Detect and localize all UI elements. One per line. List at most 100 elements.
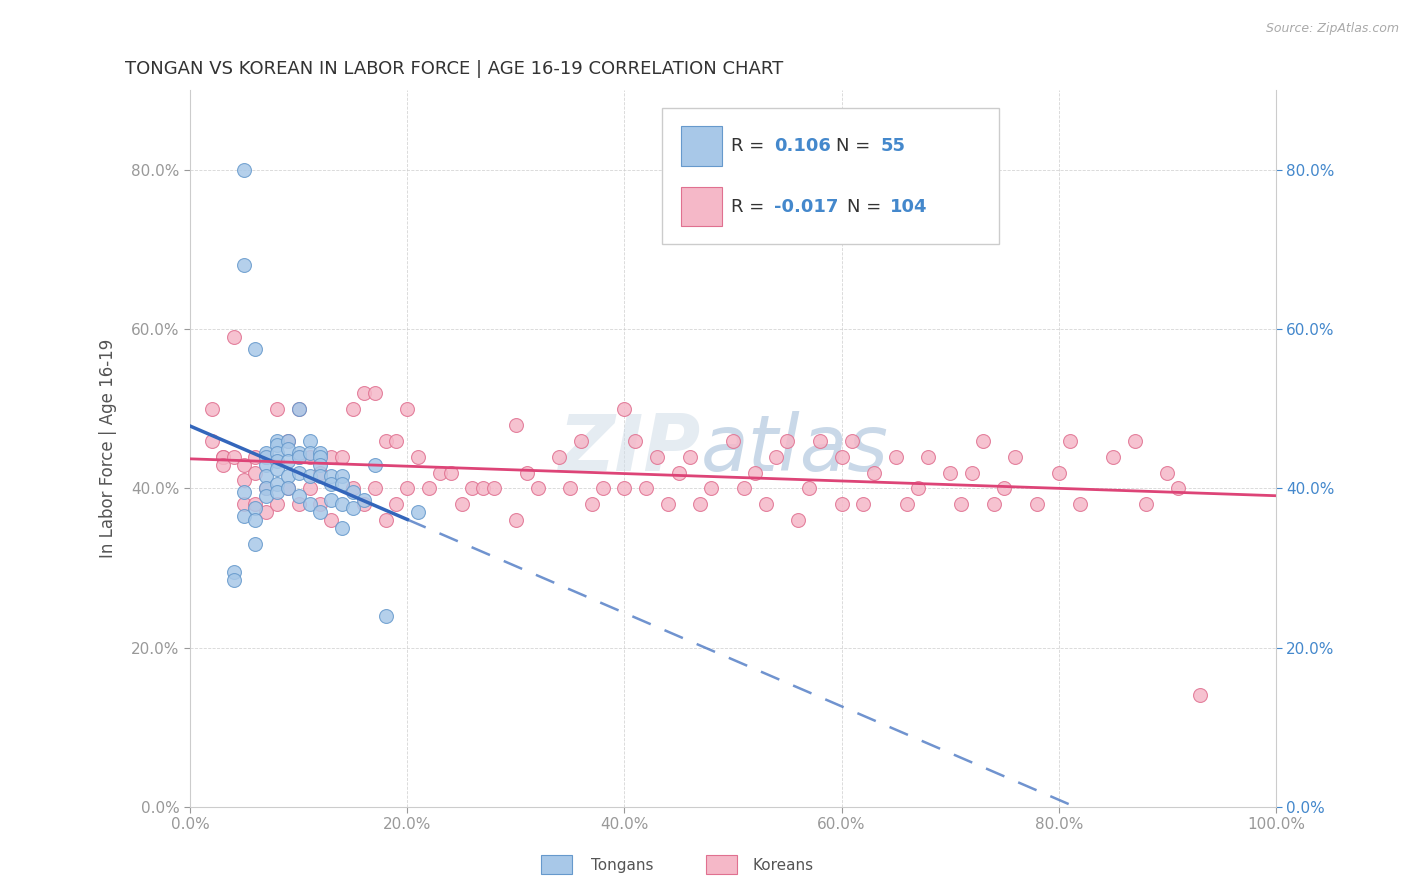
- Point: [1188, 689, 1211, 703]
- Point: [330, 469, 353, 483]
- Point: [841, 434, 863, 448]
- Point: [330, 450, 353, 464]
- Point: [254, 458, 277, 472]
- Point: [321, 450, 343, 464]
- Point: [721, 434, 744, 448]
- Point: [254, 450, 277, 464]
- Point: [309, 445, 332, 459]
- Point: [266, 477, 288, 491]
- Point: [309, 458, 332, 472]
- Point: [440, 466, 463, 480]
- Point: [592, 482, 614, 496]
- Point: [222, 330, 245, 344]
- Point: [245, 342, 267, 356]
- Point: [1069, 497, 1091, 511]
- Point: [287, 445, 309, 459]
- Point: [321, 513, 343, 527]
- Point: [254, 505, 277, 519]
- Point: [309, 469, 332, 483]
- Point: [254, 490, 277, 504]
- Text: TONGAN VS KOREAN IN LABOR FORCE | AGE 16-19 CORRELATION CHART: TONGAN VS KOREAN IN LABOR FORCE | AGE 16…: [125, 60, 783, 78]
- Point: [254, 469, 277, 483]
- Point: [233, 485, 256, 500]
- Point: [613, 482, 636, 496]
- Point: [787, 513, 810, 527]
- Point: [245, 497, 267, 511]
- Point: [245, 513, 267, 527]
- Point: [353, 385, 375, 400]
- Point: [266, 497, 288, 511]
- Point: [450, 497, 472, 511]
- Point: [277, 434, 299, 448]
- Point: [1026, 497, 1049, 511]
- Point: [309, 505, 332, 519]
- Point: [960, 466, 983, 480]
- Text: 55: 55: [880, 137, 905, 155]
- Point: [972, 434, 994, 448]
- Point: [406, 450, 429, 464]
- Point: [776, 434, 799, 448]
- Point: [266, 461, 288, 475]
- Point: [233, 509, 256, 524]
- Text: -0.017: -0.017: [775, 198, 838, 216]
- Point: [287, 466, 309, 480]
- Point: [245, 450, 267, 464]
- Point: [353, 497, 375, 511]
- Point: [668, 466, 690, 480]
- Point: [569, 434, 592, 448]
- Point: [330, 497, 353, 511]
- Point: [831, 497, 853, 511]
- Point: [298, 434, 321, 448]
- Point: [211, 458, 233, 472]
- Point: [342, 482, 364, 496]
- Point: [1059, 434, 1081, 448]
- Point: [233, 474, 256, 488]
- Y-axis label: In Labor Force | Age 16-19: In Labor Force | Age 16-19: [100, 339, 117, 558]
- Point: [233, 259, 256, 273]
- Point: [1167, 482, 1189, 496]
- Point: [429, 466, 451, 480]
- Text: Source: ZipAtlas.com: Source: ZipAtlas.com: [1265, 22, 1399, 36]
- Point: [266, 453, 288, 467]
- Point: [983, 497, 1005, 511]
- Point: [298, 497, 321, 511]
- Bar: [681, 126, 723, 166]
- Point: [689, 497, 711, 511]
- Point: [254, 482, 277, 496]
- Point: [287, 401, 309, 416]
- Point: [211, 450, 233, 464]
- Point: [548, 450, 571, 464]
- Point: [266, 437, 288, 451]
- Point: [907, 482, 929, 496]
- Point: [385, 434, 408, 448]
- Point: [1156, 466, 1178, 480]
- Text: Tongans: Tongans: [591, 858, 652, 872]
- Point: [321, 493, 343, 508]
- Point: [277, 442, 299, 456]
- Point: [364, 458, 387, 472]
- Text: R =: R =: [731, 198, 770, 216]
- Point: [222, 573, 245, 587]
- Bar: [681, 187, 723, 227]
- Point: [245, 466, 267, 480]
- Point: [472, 482, 495, 496]
- Point: [461, 482, 484, 496]
- Point: [342, 485, 364, 500]
- Point: [993, 482, 1015, 496]
- Point: [700, 482, 723, 496]
- Point: [863, 466, 886, 480]
- Point: [254, 445, 277, 459]
- Point: [624, 434, 647, 448]
- Point: [330, 477, 353, 491]
- Point: [201, 434, 224, 448]
- Point: [201, 401, 224, 416]
- Point: [1102, 450, 1125, 464]
- Point: [581, 497, 603, 511]
- Point: [254, 450, 277, 464]
- Point: [287, 497, 309, 511]
- Point: [277, 453, 299, 467]
- Point: [884, 450, 907, 464]
- Point: [396, 401, 419, 416]
- Point: [330, 521, 353, 535]
- Point: [831, 450, 853, 464]
